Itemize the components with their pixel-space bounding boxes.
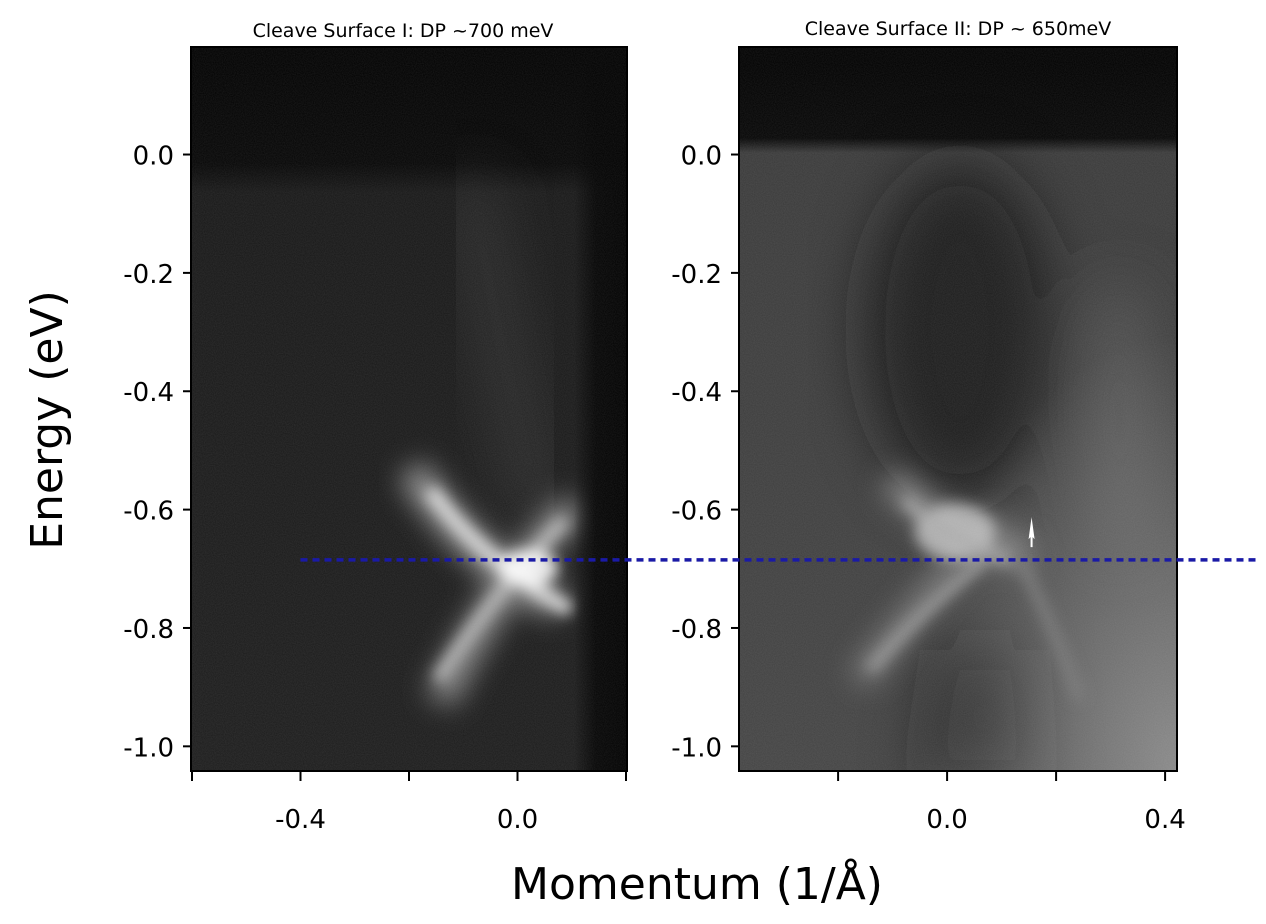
- x-tick-label: -0.4: [275, 805, 326, 835]
- y-tick-label: -0.6: [671, 497, 722, 527]
- x-tick-label: 0.0: [497, 805, 538, 835]
- y-tick-label: 0.0: [133, 142, 174, 172]
- y-tick-label: -0.4: [123, 378, 174, 408]
- x-tick-label: 0.4: [1144, 805, 1185, 835]
- annotations: [300, 517, 1256, 562]
- y-axis-title: Energy (eV): [22, 290, 73, 550]
- y-tick-label: 0.0: [681, 142, 722, 172]
- panel-2-image: [740, 48, 1176, 770]
- y-tick-label: -0.8: [671, 615, 722, 645]
- y-tick-label: -0.2: [671, 260, 722, 290]
- y-tick-label: -0.6: [123, 497, 174, 527]
- x-axis-title: Momentum (1/Å): [511, 857, 883, 910]
- arrow-marker: [1028, 517, 1035, 548]
- y-tick-label: -0.4: [671, 378, 722, 408]
- x-tick-label: 0.0: [926, 805, 967, 835]
- panel-1-title: Cleave Surface I: DP ~700 meV: [253, 20, 554, 42]
- panel-2-title: Cleave Surface II: DP ~ 650meV: [805, 18, 1111, 40]
- y-tick-label: -1.0: [123, 733, 174, 763]
- panel-2-frame: [738, 46, 1178, 772]
- axis-ticks: 0.0 -0.2 -0.4 -0.6 -0.8 -1.0 -0.4 0.0 0.0 -0.2 -0.…: [123, 142, 1186, 835]
- y-tick-label: -0.2: [123, 260, 174, 290]
- panel-1-image: [192, 48, 626, 770]
- y-tick-label: -0.8: [123, 615, 174, 645]
- y-tick-label: -1.0: [671, 733, 722, 763]
